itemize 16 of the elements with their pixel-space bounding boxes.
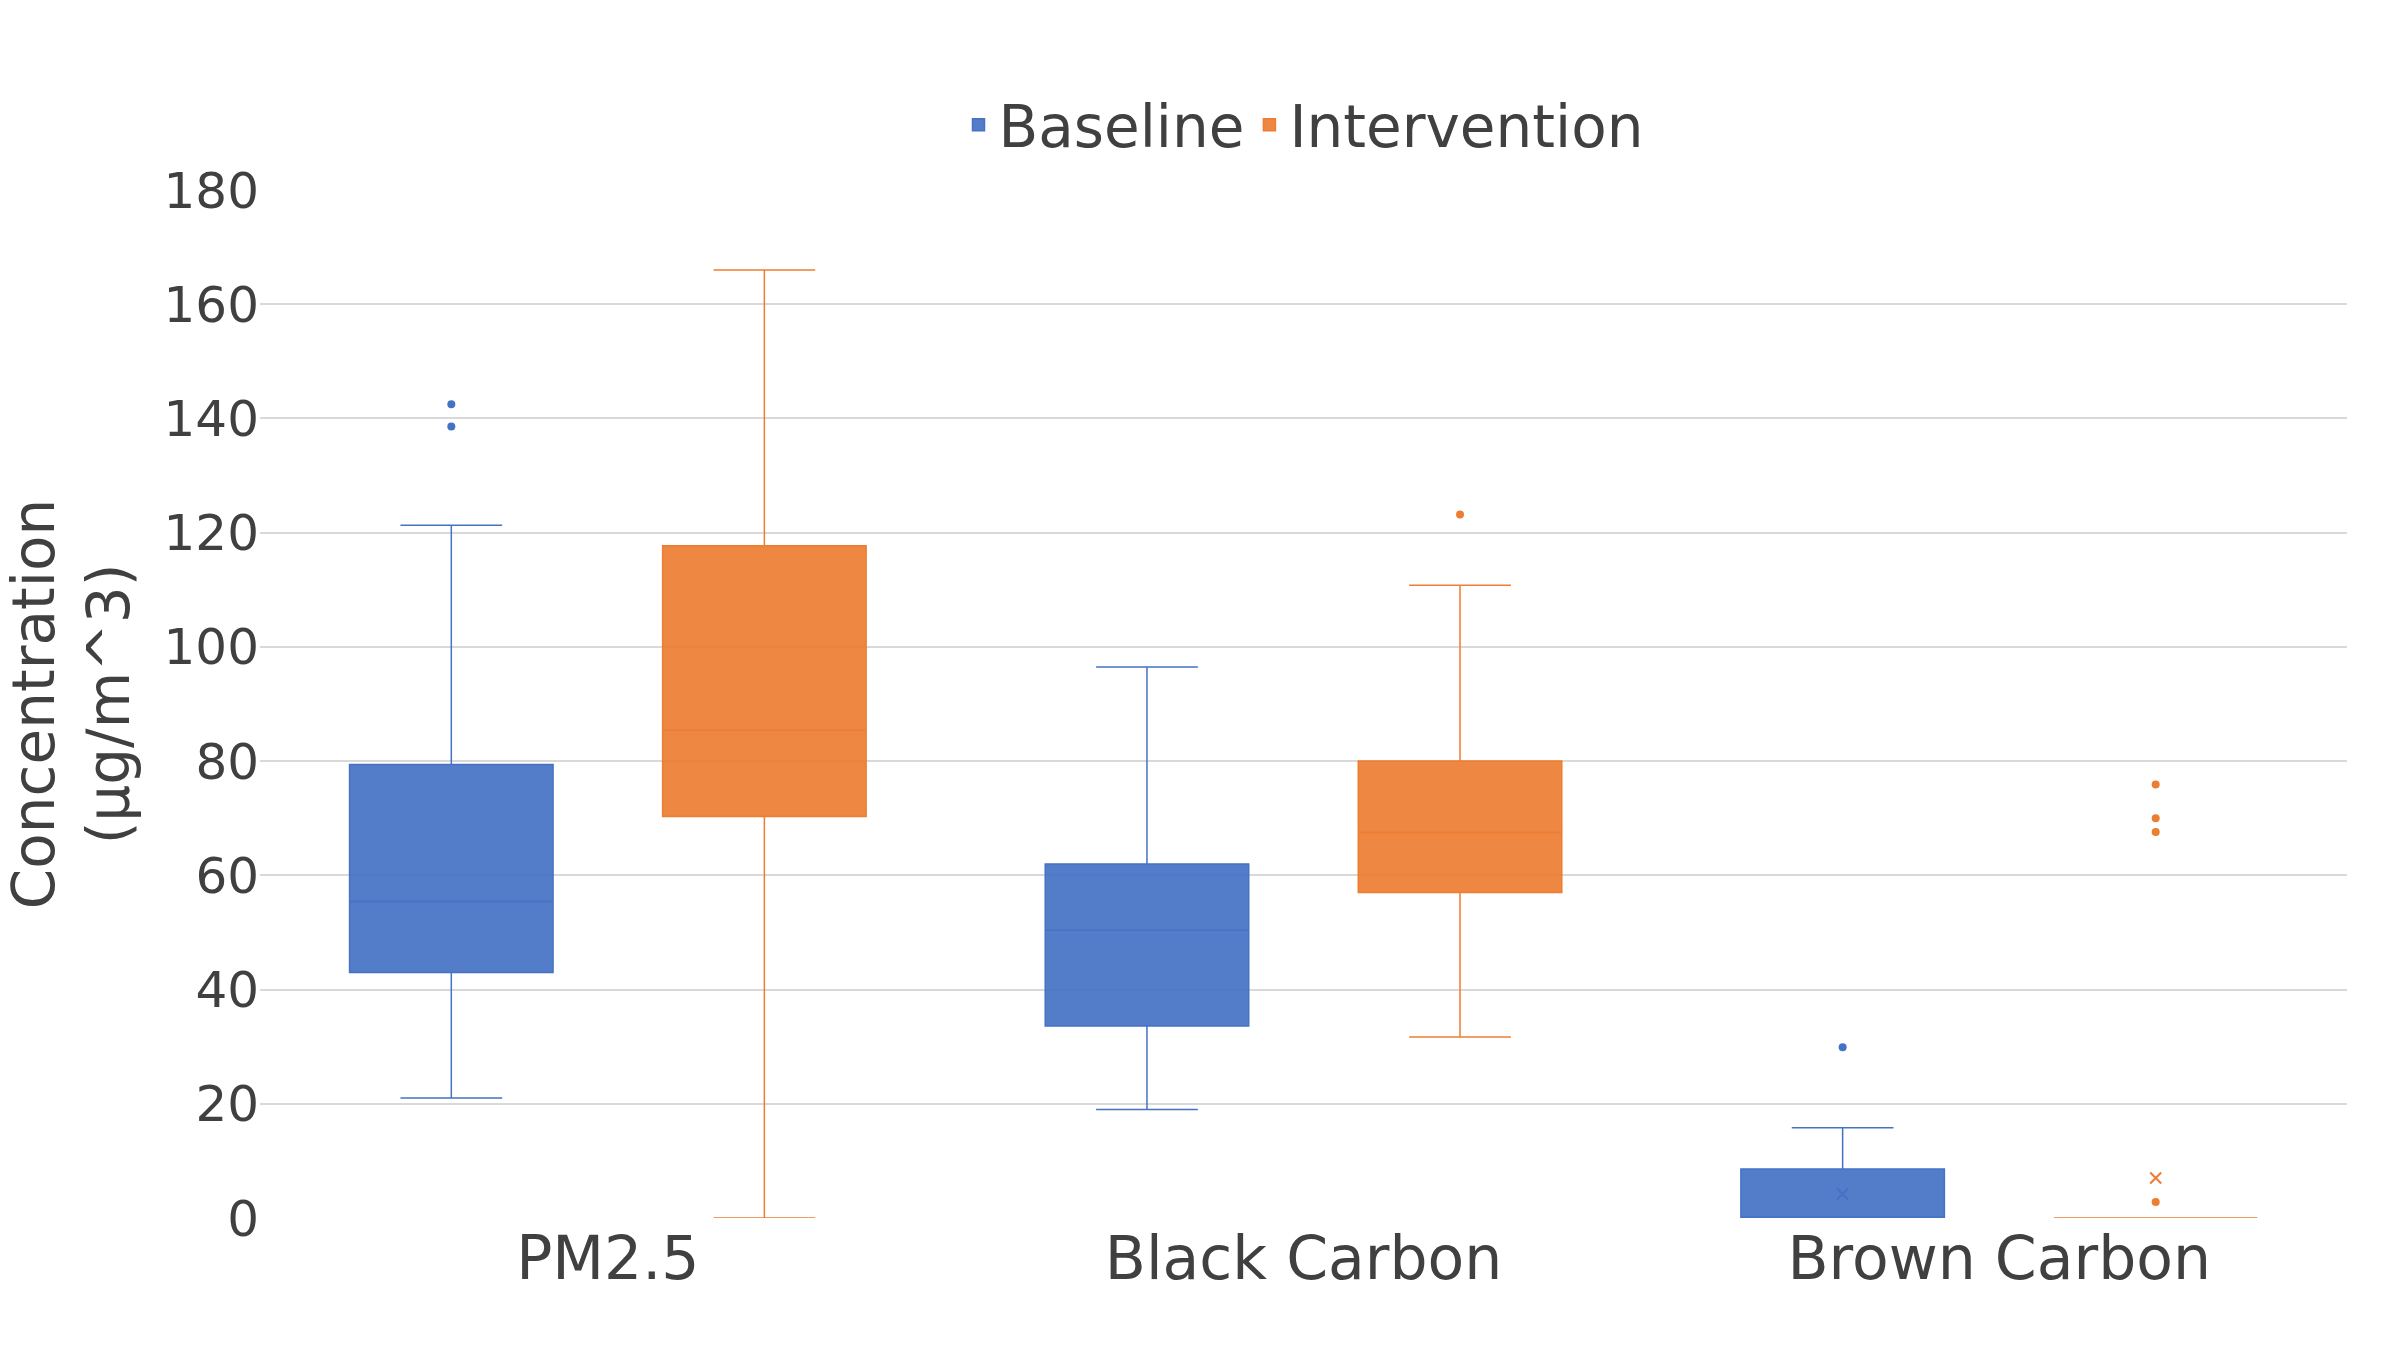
y-axis-title: Concentration (µg/m^3) <box>0 498 144 910</box>
legend-label: Intervention <box>1289 93 1644 162</box>
y-tick-label: 160 <box>163 275 259 334</box>
x-tick-label: PM2.5 <box>516 1223 700 1293</box>
y-tick-label: 60 <box>195 846 259 905</box>
legend-label: Baseline <box>998 93 1245 162</box>
y-tick-label: 100 <box>163 618 259 677</box>
y-tick-label: 180 <box>163 161 259 220</box>
y-tick-label: 20 <box>195 1075 259 1134</box>
y-tick-label: 120 <box>163 504 259 563</box>
x-tick-label: Black Carbon <box>1104 1223 1503 1293</box>
x-tick-label: Brown Carbon <box>1787 1223 2211 1293</box>
y-tick-label: 40 <box>195 961 259 1020</box>
y-tick-label: 140 <box>163 389 259 448</box>
y-tick-label: 80 <box>195 732 259 791</box>
y-tick-label: 0 <box>227 1189 259 1248</box>
